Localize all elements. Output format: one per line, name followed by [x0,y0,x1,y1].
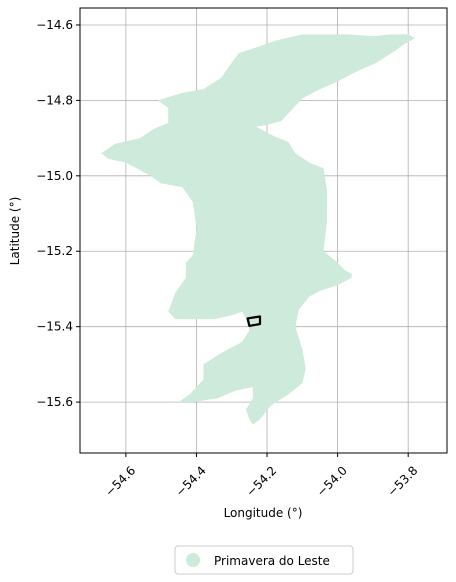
x-tick-label: −54.4 [173,463,209,499]
region-primavera-do-leste [101,34,416,425]
y-axis-label: Latitude (°) [8,197,22,266]
legend-label: Primavera do Leste [214,554,330,568]
y-tick-label: −14.8 [36,93,73,107]
x-tick-label: −53.8 [385,463,421,499]
y-tick-label: −14.6 [36,18,73,32]
y-tick-label: −15.4 [36,320,73,334]
legend: Primavera do Leste [174,545,354,575]
outline-feature [246,315,262,327]
y-tick-label: −15.2 [36,244,73,258]
plot-frame [79,7,448,454]
y-tick-label: −15.0 [36,169,73,183]
x-axis-label: Longitude (°) [224,506,303,520]
x-tick-label: −54.2 [243,463,279,499]
region-layer [101,34,416,425]
x-tick-label: −54.0 [314,463,350,499]
legend-marker-icon [186,553,200,567]
x-tick-label: −54.6 [102,463,138,499]
legend-box [174,545,354,575]
y-tick-label: −15.6 [36,395,73,409]
